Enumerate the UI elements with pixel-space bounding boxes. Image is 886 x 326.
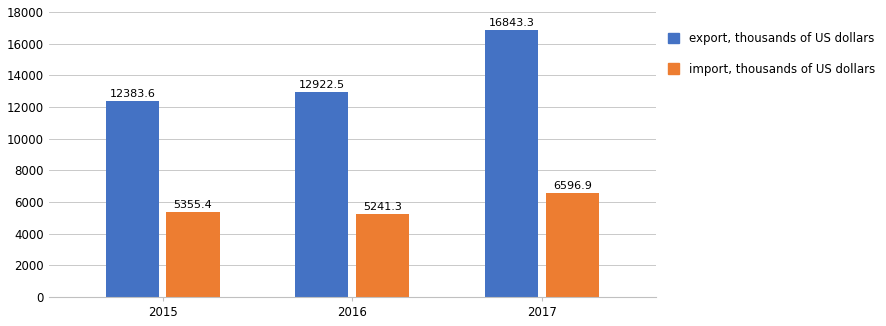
Text: 6596.9: 6596.9 [553,181,592,191]
Bar [105,101,159,297]
Text: 5355.4: 5355.4 [174,200,213,210]
Text: 16843.3: 16843.3 [488,18,534,28]
Bar [295,92,348,297]
Bar [167,212,220,297]
Text: 12922.5: 12922.5 [299,81,345,90]
Bar [546,193,599,297]
Bar [485,30,538,297]
Text: 5241.3: 5241.3 [363,202,402,212]
Text: 12383.6: 12383.6 [109,89,155,99]
Bar [356,214,409,297]
Legend: export, thousands of US dollars, import, thousands of US dollars: export, thousands of US dollars, import,… [668,32,875,76]
